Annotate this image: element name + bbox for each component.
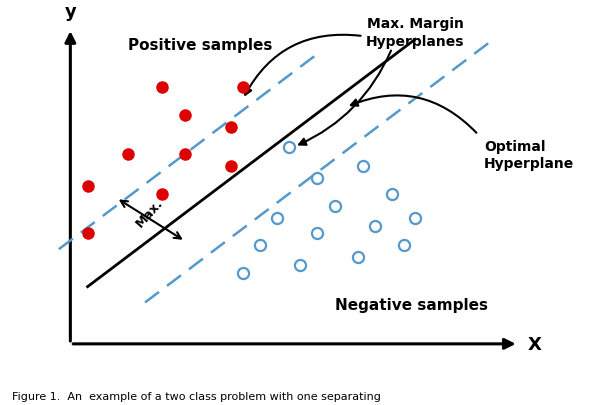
Text: Optimal
Hyperplane: Optimal Hyperplane — [484, 139, 574, 171]
Text: Figure 1.  An  example of a two class problem with one separating: Figure 1. An example of a two class prob… — [12, 391, 381, 401]
Text: y: y — [65, 3, 76, 21]
Text: X: X — [527, 335, 541, 353]
Text: Negative samples: Negative samples — [334, 297, 488, 312]
Text: Max. Margin
Hyperplanes: Max. Margin Hyperplanes — [366, 17, 465, 49]
Text: Max.: Max. — [134, 195, 166, 229]
Text: Positive samples: Positive samples — [128, 37, 272, 52]
